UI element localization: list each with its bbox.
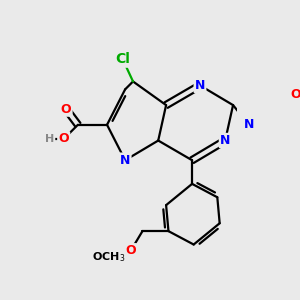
- Text: O: O: [125, 244, 136, 257]
- Text: O: O: [58, 133, 69, 146]
- Text: N: N: [120, 154, 130, 167]
- Text: O: O: [291, 88, 300, 101]
- Text: Cl: Cl: [115, 52, 130, 66]
- Text: H: H: [45, 134, 54, 144]
- Text: N: N: [244, 118, 254, 131]
- Text: OCH$_3$: OCH$_3$: [92, 250, 125, 264]
- Text: O: O: [61, 103, 71, 116]
- Text: N: N: [220, 134, 230, 147]
- Text: N: N: [195, 79, 205, 92]
